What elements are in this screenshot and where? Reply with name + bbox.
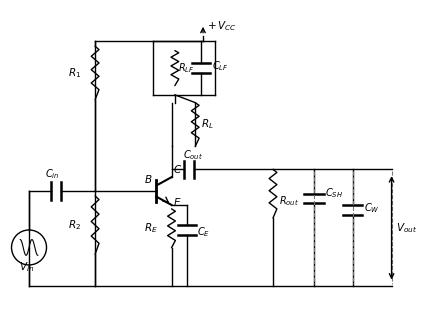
Text: $C_{LF}$: $C_{LF}$ [212,59,228,73]
Text: $V_{in}$: $V_{in}$ [19,260,35,273]
Text: $B$: $B$ [144,173,152,185]
Text: $C$: $C$ [173,163,183,175]
Text: $C_E$: $C_E$ [197,225,210,239]
Text: $R_L$: $R_L$ [201,118,214,131]
Text: $C_{SH}$: $C_{SH}$ [325,186,343,200]
Text: $R_{out}$: $R_{out}$ [279,194,299,208]
Text: $E$: $E$ [173,196,182,208]
Text: $R_{LF}$: $R_{LF}$ [178,61,194,75]
Text: $R_1$: $R_1$ [69,66,82,80]
Text: $+\,V_{CC}$: $+\,V_{CC}$ [207,19,236,33]
Text: $R_2$: $R_2$ [69,218,82,232]
Text: $C_{out}$: $C_{out}$ [183,148,203,162]
Text: $R_E$: $R_E$ [144,221,158,235]
Text: $C_{in}$: $C_{in}$ [45,168,60,181]
Text: $V_{out}$: $V_{out}$ [396,221,418,235]
Text: $C_W$: $C_W$ [364,201,380,215]
